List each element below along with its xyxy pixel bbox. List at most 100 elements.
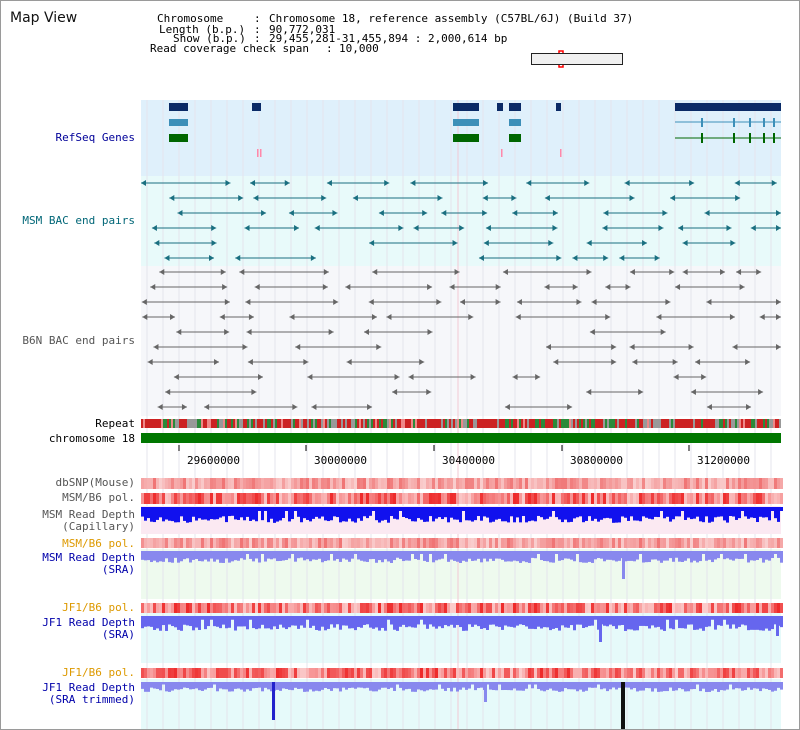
msm-pol-cell [648,493,651,504]
jf1-sra-depth-bar [525,616,528,627]
b6n-bac-end [372,269,378,275]
msm-cap-depth-bar [258,507,261,511]
msm-pol-cell [429,493,432,504]
jf1-pol-cell [645,603,648,613]
jf1-pol-cell [354,603,357,613]
msm-cap-depth-bar [732,507,735,517]
msm-cap-depth-bar [606,507,609,518]
msm-pol2-cell [252,538,255,548]
repeat-segment [727,419,729,428]
jf1-pol2-cell [480,668,483,678]
jf1-trim-depth-bar [771,682,774,692]
msm-cap-depth-bar [720,507,723,517]
jf1-pol2-cell [150,668,153,678]
msm-sra-depth-bar [543,551,546,562]
jf1-pol-cell [438,603,441,613]
msm-pol-cell [738,493,741,504]
jf1-sra-depth-bar [360,616,363,628]
msm-pol-cell [747,493,750,504]
msm-cap-depth-bar [180,507,183,517]
dbsnp-cell [714,478,717,489]
jf1-pol2-cell [258,668,261,678]
jf1-trim-depth-bar [405,682,408,690]
jf1-trim-depth-bar [657,682,660,692]
chromosome-ideogram[interactable] [531,53,623,65]
msm-pol-cell [198,493,201,504]
msm-pol-cell [279,493,282,504]
dbsnp-cell [675,478,678,489]
jf1-pol-cell [702,603,705,613]
dbsnp-cell [606,478,609,489]
jf1-trim-depth-bar [429,682,432,690]
msm-pol2-cell [324,538,327,548]
dbsnp-cell [315,478,318,489]
msm-pol-cell [276,493,279,504]
msm-pol2-cell [162,538,165,548]
msm-sra-depth-bar [174,551,177,558]
jf1-pol2-cell [579,668,582,678]
jf1-sra-depth-bar [171,616,174,627]
msm-pol2-cell [651,538,654,548]
jf1-pol2-cell [600,668,603,678]
msm-bac-end [526,180,532,186]
msm-cap-depth-bar [468,507,471,521]
jf1-sra-depth-bar [240,616,243,627]
jf1-pol-cell [480,603,483,613]
msm-sra-depth-bar [732,551,735,561]
jf1-sra-depth-bar [699,616,702,629]
b6n-bac-end [638,389,644,395]
msm-pol-cell [213,493,216,504]
repeat-segment [385,419,387,428]
msm-sra-depth-bar [627,551,630,561]
track-label-msm-bac: MSM BAC end pairs [22,214,135,227]
msm-cap-depth-bar [762,507,765,518]
jf1-pol-cell [687,603,690,613]
dbsnp-cell [666,478,669,489]
repeat-segment [655,419,657,428]
msm-pol2-cell [369,538,372,548]
msm-pol2-cell [708,538,711,548]
repeat-segment [491,419,493,428]
msm-cap-depth-bar [357,507,360,519]
msm-pol-cell [654,493,657,504]
jf1-sra-depth-bar [306,616,309,620]
repeat-segment [329,419,331,428]
repeat-segment [221,419,223,428]
msm-sra-depth-bar [738,551,741,559]
repeat-segment [649,419,651,428]
jf1-trim-depth-bar [384,682,387,688]
repeat-segment [147,419,149,428]
jf1-pol-cell [435,603,438,613]
jf1-pol2-cell [771,668,774,678]
jf1-pol-cell [327,603,330,613]
msm-pol2-cell [345,538,348,548]
msm-pol-cell [486,493,489,504]
msm-cap-depth-bar [504,507,507,522]
msm-cap-depth-bar [774,507,777,519]
repeat-segment [289,419,291,428]
msm-cap-depth-bar [192,507,195,517]
repeat-segment [471,419,473,428]
msm-pol2-cell [540,538,543,548]
b6n-bac-end [632,359,638,365]
msm-sra-depth-bar [396,551,399,558]
msm-sra-depth-bar [327,551,330,561]
jf1-pol-cell [612,603,615,613]
jf1-pol-cell [780,603,783,613]
jf1-trim-depth-bar [225,682,228,690]
msm-pol-cell [222,493,225,504]
repeat-segment [183,419,185,428]
jf1-trim-depth-bar [432,682,435,690]
msm-bac-end [482,210,488,216]
jf1-pol2-cell [750,668,753,678]
msm-sra-depth-bar [768,551,771,561]
jf1-pol2-cell [336,668,339,678]
msm-cap-depth-bar [147,507,150,519]
msm-cap-depth-bar [375,507,378,521]
jf1-sra-depth-bar [615,616,618,629]
msm-pol2-cell [357,538,360,548]
jf1-trim-depth-bar [231,682,234,692]
jf1-trim-depth-bar [552,682,555,691]
msm-cap-depth-bar [384,507,387,520]
